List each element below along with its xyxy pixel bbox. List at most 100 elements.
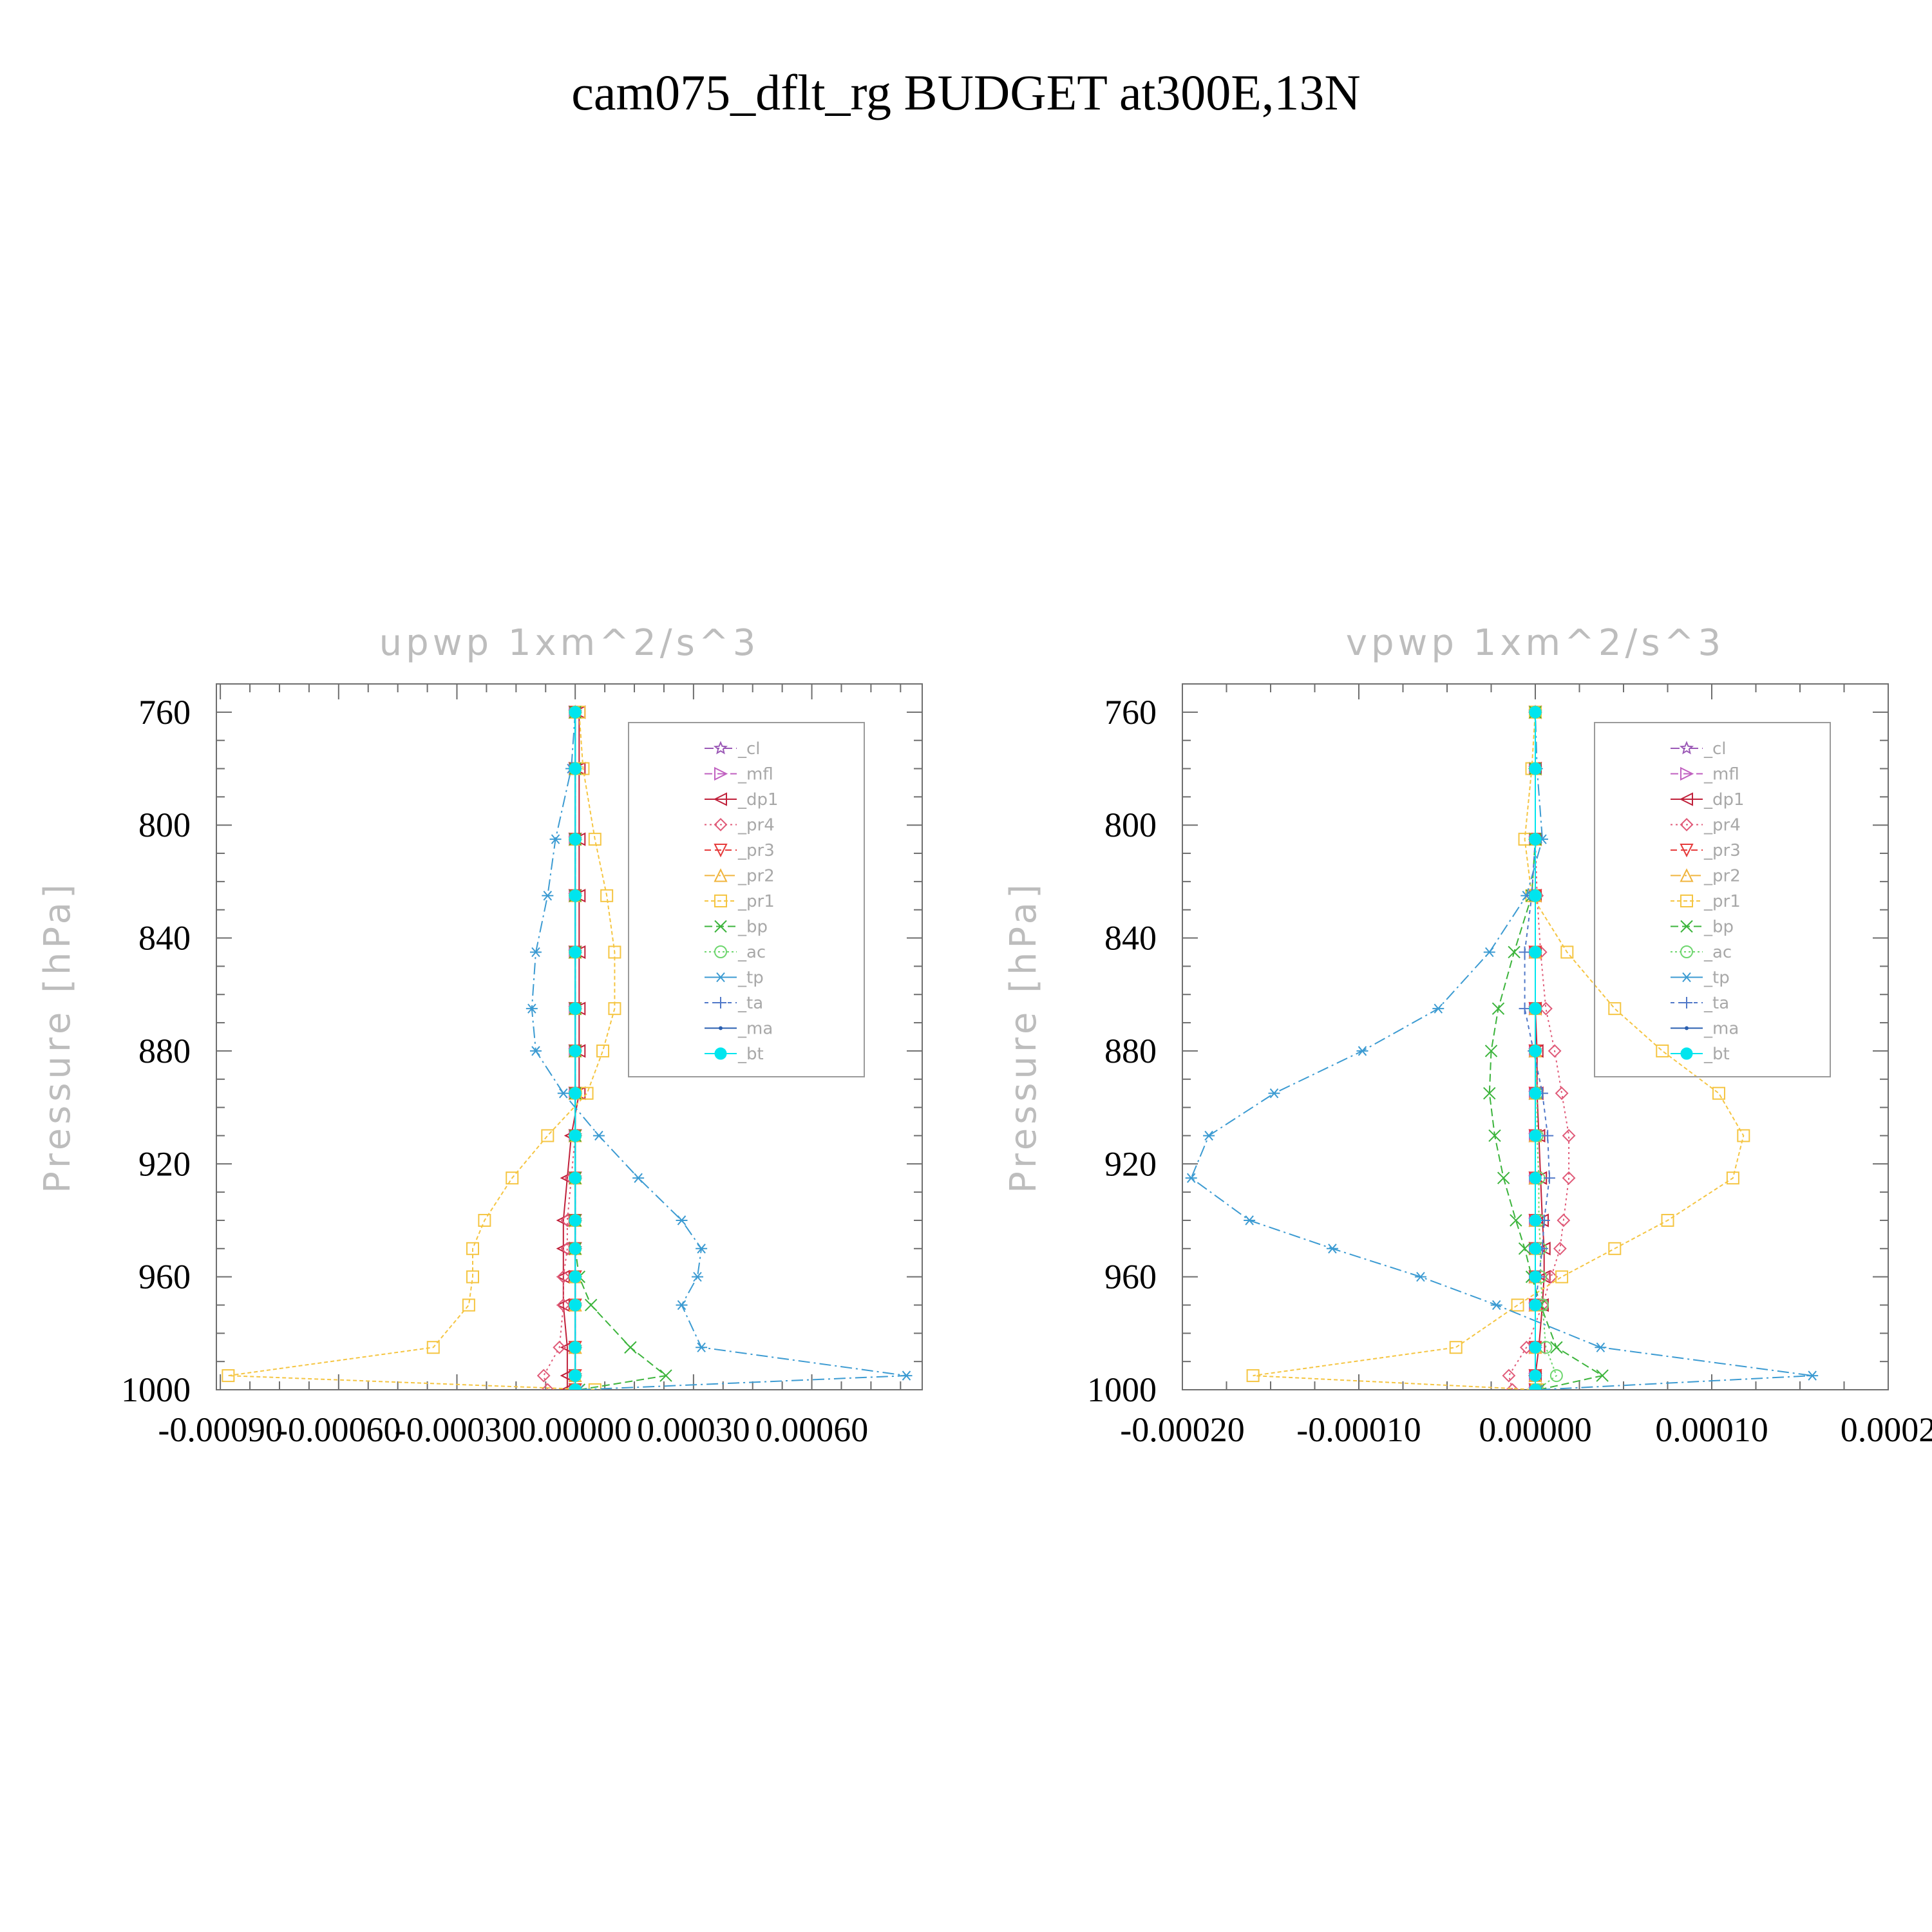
y-tick-label: 840 [138, 919, 191, 958]
data-point_pr1 [478, 1213, 491, 1227]
data-point_ac [1549, 1369, 1563, 1383]
legend-marker_dp1 [1679, 792, 1693, 806]
data-point_tp [549, 834, 562, 844]
data-point_pr1 [608, 945, 621, 959]
y-axis-label: Pressure [hPa] [1003, 880, 1045, 1193]
legend-marker_ta [1681, 997, 1692, 1009]
data-point_tp [557, 1088, 569, 1099]
series-line_pr1 [1253, 712, 1745, 1390]
legend-label_ta: _ta [1703, 994, 1729, 1013]
data-point_pr1 [506, 1171, 519, 1185]
data-point_pr1 [1560, 945, 1574, 959]
legend-label_cl: _cl [1703, 739, 1727, 759]
data-point_ta [1543, 1172, 1555, 1184]
data-point_pr1 [608, 1002, 621, 1016]
data-point_bt [1529, 1383, 1542, 1390]
y-tick-label: 920 [1104, 1144, 1157, 1183]
data-point_tp [1414, 1271, 1426, 1282]
panel-title: vpwp 1xm^2/s^3 [1346, 622, 1725, 664]
y-tick-label: 760 [1104, 693, 1157, 732]
legend-marker_pr4 [1680, 818, 1694, 831]
plot-frame [216, 683, 923, 1390]
series-line_pr1 [228, 712, 616, 1390]
data-point_bt [569, 1242, 582, 1255]
data-point_pr4 [1553, 1242, 1567, 1256]
data-point_bt [569, 1214, 582, 1227]
data-point_pr1 [1726, 1171, 1739, 1185]
data-point_pr1 [596, 1044, 610, 1057]
legend-label_bt: _bt [1703, 1045, 1730, 1064]
data-point_bt [1529, 1045, 1542, 1057]
legend-label_mfl: _mfl [1703, 765, 1739, 784]
data-point_pr4 [1562, 1129, 1576, 1142]
legend-label_mfl: _mfl [737, 765, 773, 784]
data-point_pr1 [1449, 1341, 1463, 1354]
legend-label_pr3: _pr3 [1703, 841, 1741, 860]
y-tick-label: 1000 [1087, 1370, 1157, 1409]
data-point_tp [1244, 1215, 1256, 1226]
y-tick-label: 880 [138, 1032, 191, 1070]
legend-marker_bt [1680, 1047, 1693, 1060]
legend-label_ac: _ac [1703, 943, 1732, 962]
legend-label_ma: _ma [1703, 1019, 1739, 1039]
series-layer [222, 705, 913, 1390]
data-point_tp [696, 1342, 708, 1352]
data-point_pr1 [1661, 1213, 1674, 1227]
data-point_tp [1268, 1088, 1280, 1099]
data-point_tp [1595, 1342, 1607, 1352]
series-layer [1185, 705, 1819, 1390]
data-point_bt [569, 945, 582, 958]
data-point_tp [1483, 947, 1495, 958]
data-point_dp1 [560, 1383, 574, 1390]
x-tick-label: -0.00060 [276, 1410, 401, 1449]
data-point_bt [1529, 1298, 1542, 1311]
legend-marker_pr1 [714, 895, 727, 907]
data-point_bt [569, 1271, 582, 1283]
data-point_pr1 [1511, 1298, 1524, 1312]
legend-marker_pr1 [1680, 895, 1693, 907]
legend-box [1594, 722, 1831, 1077]
y-tick-label: 960 [138, 1258, 191, 1296]
legend-marker_ma [1685, 1026, 1689, 1030]
data-point_bp [1550, 1341, 1563, 1354]
legend-marker_ac [1680, 945, 1693, 958]
legend-marker_pr3 [714, 844, 728, 858]
data-point_pr4 [1557, 1213, 1571, 1227]
data-point_pr1 [600, 889, 614, 902]
data-point_bt [569, 1298, 582, 1311]
data-point_bt [1529, 1171, 1542, 1184]
data-point_pr4 [540, 1383, 554, 1390]
legend-marker_ma [719, 1026, 723, 1030]
data-point_bp [1497, 1171, 1510, 1184]
data-point_bt [1529, 1242, 1542, 1255]
data-point_pr4 [553, 1340, 567, 1354]
data-point_bp [1484, 1045, 1498, 1057]
data-point_tp [1203, 1130, 1215, 1141]
data-point_tp [676, 1300, 688, 1311]
vpwp-panel: vpwp 1xm^2/s^3 Pressure [hPa] 760 800 840 880… [1003, 622, 1932, 1449]
series-line_bp [1488, 712, 1604, 1390]
legend-marker_pr4 [714, 818, 728, 831]
data-point_pr4 [1544, 1270, 1558, 1284]
legend-marker_tp [715, 972, 726, 983]
legend-label_pr2: _pr2 [1703, 867, 1741, 886]
legend-marker_bp [714, 920, 727, 933]
data-point_pr4 [556, 1298, 571, 1312]
legend-marker_bt [714, 1047, 727, 1060]
data-point_pr1 [541, 1129, 554, 1142]
data-point_tp [691, 1271, 703, 1282]
data-point_tp [1806, 1370, 1819, 1381]
data-point_tp [526, 1003, 538, 1014]
data-point_tp [696, 1244, 708, 1254]
data-point_ta [1519, 1003, 1531, 1015]
data-point_pr4 [1548, 1044, 1562, 1058]
data-point_bt [569, 889, 582, 902]
y-tick-label: 800 [138, 806, 191, 844]
legend-marker_tp [1681, 972, 1692, 983]
data-point_bt [569, 762, 582, 775]
data-point_pr1 [1555, 1270, 1569, 1283]
y-tick-label: 800 [1104, 806, 1157, 844]
data-point_bt [569, 706, 582, 719]
legend-label_pr1: _pr1 [1703, 892, 1741, 911]
legend-marker_pr2 [714, 868, 728, 882]
